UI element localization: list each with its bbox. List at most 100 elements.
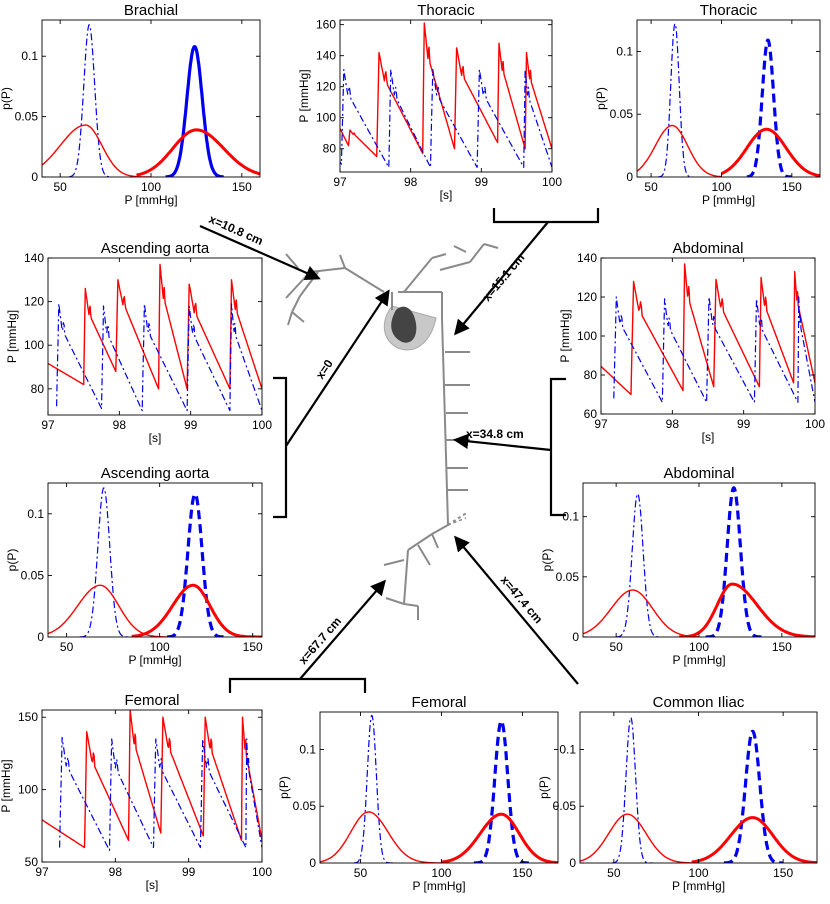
chart-title: Abdominal (673, 240, 744, 257)
y-tick-label: 120 (577, 290, 597, 304)
artery-segment (403, 257, 433, 293)
series-line-diastolic-measured (48, 584, 169, 637)
artery-segment (285, 271, 311, 299)
artery-segment (385, 597, 405, 605)
y-tick-label: 0 (569, 856, 576, 870)
y-tick-label: 50 (25, 855, 39, 869)
x-tick-label: 50 (354, 866, 368, 880)
arrow-ascending (285, 289, 390, 447)
artery-segment (383, 559, 405, 566)
series-line-systolic-model (165, 492, 226, 637)
x-tick-label: 97 (35, 865, 49, 879)
chart-abdominal-pdf: 50 100 150 0 0.05 0.1 Abdominal P [mmHg] p(P) (540, 465, 816, 667)
plot-frame (319, 711, 559, 864)
y-tick-label: 0.05 (553, 799, 577, 813)
artery-segment (439, 261, 471, 271)
bracket-abdominal (549, 377, 566, 517)
x-tick-label: 100 (542, 175, 562, 189)
x-tick-label: 97 (41, 418, 55, 432)
heart-inner-shape (391, 306, 417, 343)
x-tick-label: 100 (711, 180, 731, 194)
series-line-diastolic-measured (580, 813, 699, 863)
chart-common-iliac-pdf: 50 100 150 0 0.05 0.1 Common Iliac P [mmHg] p(P) (537, 694, 818, 893)
artery-segment (431, 253, 447, 259)
y-axis-label: p(P) (537, 776, 551, 799)
y-axis-label: P [mmHg] (297, 69, 311, 122)
y-tick-label: 160 (316, 18, 336, 32)
artery-segment (469, 243, 485, 263)
series-line-measured (601, 263, 815, 396)
series-line-diastolic-model (657, 23, 694, 177)
x-tick-label: 50 (53, 180, 67, 194)
y-tick-label: 120 (316, 80, 336, 94)
y-tick-label: 100 (18, 783, 38, 797)
series-line-diastolic-measured (320, 811, 442, 863)
chart-ascending-aorta-pdf: 50 100 150 0 0.05 0.1 Ascending aorta P [mmHg] p… (5, 465, 263, 667)
x-tick-label: 50 (60, 640, 74, 654)
x-tick-label: 100 (688, 866, 708, 880)
series-line-diastolic-measured (637, 124, 722, 177)
series-group (340, 22, 552, 168)
x-tick-label: 150 (232, 180, 252, 194)
chart-brachial-pdf: 50 100 150 0 0.05 0.1 Brachial P [mmHg] p(P) (0, 2, 261, 207)
y-axis-label: P [mmHg] (558, 309, 572, 362)
y-axis-label: P [mmHg] (5, 310, 19, 363)
series-group (601, 263, 815, 403)
x-tick-label: 150 (782, 180, 802, 194)
series-group (583, 486, 815, 637)
series-line-systolic-model (722, 729, 785, 863)
y-tick-label: 0 (309, 856, 316, 870)
artery-segment (339, 254, 346, 269)
chart-femoral-pressure-time: 97 98 99 100 50 100 150 Femoral [s] P [mmHg] (0, 692, 272, 892)
artery-segment (285, 253, 299, 269)
artery-segment (291, 311, 305, 323)
plot-frame (47, 257, 263, 416)
plot-frame (579, 711, 818, 864)
y-tick-label: 80 (584, 368, 598, 382)
series-group (42, 24, 260, 177)
x-axis-label: [s] (440, 188, 453, 202)
x-tick-label: 50 (644, 180, 658, 194)
series-line-diastolic-measured (583, 589, 699, 637)
bracket-femoral (228, 677, 367, 693)
x-tick-label: 98 (404, 175, 418, 189)
series-line-measured (42, 710, 262, 849)
y-axis-label: p(P) (5, 549, 19, 572)
x-tick-label: 100 (431, 866, 451, 880)
chart-title: Brachial (124, 2, 178, 19)
arrow-thoracic (454, 221, 549, 336)
artery-segment (483, 243, 499, 249)
y-tick-label: 80 (323, 142, 337, 156)
artery-segment (403, 549, 409, 605)
series-line-systolic-measured (440, 812, 558, 863)
y-tick-label: 0.1 (616, 44, 633, 58)
x-axis-label: P [mmHg] (124, 193, 177, 207)
y-tick-label: 100 (24, 338, 44, 352)
y-tick-label: 140 (577, 251, 597, 265)
x-tick-label: 97 (594, 417, 608, 431)
chart-title: Abdominal (664, 465, 735, 482)
x-tick-label: 100 (252, 418, 272, 432)
chart-title: Femoral (124, 692, 179, 709)
y-axis-label: P [mmHg] (0, 759, 13, 812)
artery-segment (299, 271, 319, 297)
series-line-diastolic-model (615, 493, 660, 637)
chart-title: Ascending aorta (101, 465, 210, 482)
series-line-model (613, 296, 815, 403)
x-axis-label: P [mmHg] (702, 193, 755, 207)
x-tick-label: 100 (805, 417, 825, 431)
series-line-systolic-model (472, 719, 531, 863)
x-tick-label: 150 (772, 640, 792, 654)
x-axis-label: [s] (146, 878, 159, 892)
series-line-systolic-model (704, 486, 767, 637)
chart-thoracic-pdf: 50 100 150 0 0.05 0.1 Thoracic P [mmHg] p(P) (594, 2, 821, 207)
y-tick-label: 0 (37, 630, 44, 644)
x-axis-label: [s] (149, 431, 162, 445)
y-tick-label: 0.05 (21, 568, 45, 582)
arrow-femoral (299, 579, 387, 680)
x-tick-label: 99 (475, 175, 489, 189)
x-axis-label: P [mmHg] (672, 653, 725, 667)
series-line-diastolic-model (611, 717, 654, 863)
artery-segment (407, 533, 433, 551)
x-axis-label: P [mmHg] (128, 653, 181, 667)
